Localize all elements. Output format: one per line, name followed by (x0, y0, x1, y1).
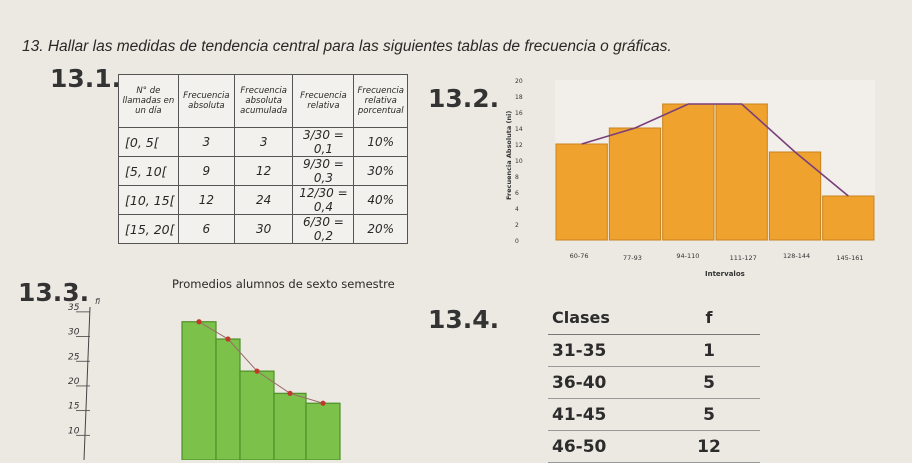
header-cell: Frecuencia absoluta acumulada (233, 74, 294, 128)
table-cell: 46-50 (548, 430, 658, 463)
table-cell: 3 (177, 127, 235, 157)
exercise-13-2-label: 13.2. (428, 84, 500, 113)
y-tick-label: 10 (515, 158, 523, 165)
x-tick-label: 128-144 (783, 252, 810, 260)
table-cell: 31-35 (548, 334, 658, 367)
header-cell: f (658, 300, 760, 335)
header-cell: Frecuencia absoluta (177, 74, 235, 128)
y-tick-label: 25 (68, 352, 80, 362)
table-cell: [10, 15[ (118, 185, 179, 215)
x-tick-label: 94-110 (676, 252, 699, 260)
polygon-point (196, 319, 202, 325)
table-cell: 20% (353, 214, 408, 244)
y-tick-label: 30 (68, 328, 80, 338)
polygon-point (254, 368, 260, 374)
table-row: 46-50 12 (548, 430, 760, 463)
table-cell: 12 (177, 185, 235, 215)
table-cell: [0, 5[ (118, 127, 179, 157)
header-cell: Frecuencia relativa (292, 74, 355, 128)
polygon-point (287, 390, 293, 396)
polygon-point (225, 336, 231, 342)
histogram-bar (715, 103, 768, 241)
y-tick-label: 6 (515, 190, 519, 197)
histogram-bar (215, 338, 241, 460)
exercise-13-3-label: 13.3. (18, 278, 90, 307)
y-tick-label: 20 (515, 78, 523, 85)
histogram-bar (768, 151, 822, 241)
table-cell: 12 (233, 156, 294, 186)
header-cell: Frecuencia relativa porcentual (353, 74, 408, 128)
table-cell: [5, 10[ (118, 156, 179, 186)
y-tick-label: 0 (515, 238, 519, 245)
x-tick-label: 111-127 (730, 254, 757, 262)
table-row: [15, 20[6 30 6/30 = 0,2 20% (118, 214, 408, 244)
chart-title: Promedios alumnos de sexto semestre (172, 277, 395, 291)
table-cell: 1 (658, 334, 760, 367)
exercise-13-1-label: 13.1. (50, 64, 122, 93)
y-tick-label: 35 (68, 303, 80, 313)
y-axis-label: fi (95, 297, 101, 306)
histogram-bar (273, 392, 307, 460)
y-tick-label: 18 (515, 94, 523, 101)
table-cell: 30 (233, 214, 294, 244)
y-tick-label: 12 (515, 142, 523, 149)
table-cell: 41-45 (548, 398, 658, 431)
table-row: 31-35 1 (548, 334, 760, 367)
table-cell: 6/30 = 0,2 (292, 214, 355, 244)
x-axis-label: Intervalos (705, 270, 745, 278)
table-cell: 30% (353, 156, 408, 186)
y-tick-label: 10 (68, 426, 80, 436)
y-axis-label: Frecuencia Absoluta (ni) (505, 111, 513, 200)
table-cell: 24 (233, 185, 294, 215)
y-tick-label: 16 (515, 110, 523, 117)
table-cell: 3/30 = 0,1 (292, 127, 355, 157)
x-tick-label: 60-76 (570, 252, 589, 260)
table-cell: [15, 20[ (118, 214, 179, 244)
table-cell: 3 (233, 127, 294, 157)
histogram-bar (822, 195, 875, 241)
table-row: 41-45 5 (548, 398, 760, 431)
header-cell: N° de llamadas en un día (118, 74, 179, 128)
table-header-row: Clases f (548, 300, 760, 335)
histogram-bar (608, 127, 662, 241)
table-cell: 40% (353, 185, 408, 215)
y-axis-line (83, 306, 91, 460)
histogram-bar (181, 321, 217, 460)
histogram-bar (305, 402, 341, 460)
table-cell: 9 (177, 156, 235, 186)
x-tick-label: 77-93 (623, 254, 642, 262)
polygon-point (320, 400, 326, 406)
frequency-polygon (581, 103, 849, 197)
y-tick-label: 20 (68, 377, 80, 387)
histogram-13-2: 0 2 4 6 8 10 12 14 16 18 20 Frecuencia Absoluta (ni… (505, 78, 875, 278)
y-tick-label: 14 (515, 126, 523, 133)
exercise-heading: 13. Hallar las medidas de tendencia cent… (22, 38, 672, 55)
y-tick-label: 8 (515, 174, 519, 181)
table-cell: 6 (177, 214, 235, 244)
histogram-bar (239, 370, 275, 460)
y-tick-label: 2 (515, 222, 519, 229)
table-header-row: N° de llamadas en un día Frecuencia abso… (118, 74, 408, 128)
table-row: [10, 15[12 24 12/30 = 0,4 40% (118, 185, 408, 215)
histogram-13-3: Promedios alumnos de sexto semestre fi 10 1… (68, 277, 395, 460)
x-tick-label: 145-161 (836, 254, 863, 262)
table-row: [5, 10[9 12 9/30 = 0,3 30% (118, 156, 408, 186)
table-cell: 12 (658, 430, 760, 463)
table-cell: 36-40 (548, 366, 658, 399)
exercise-13-4-label: 13.4. (428, 305, 500, 334)
frequency-table-13-4: Clases f 31-35 1 36-40 5 41-45 5 46-50 12 (548, 300, 760, 463)
header-cell: Clases (548, 300, 658, 335)
histogram-bar (555, 143, 608, 241)
table-cell: 12/30 = 0,4 (292, 185, 355, 215)
table-cell: 10% (353, 127, 408, 157)
frequency-table-13-1: N° de llamadas en un día Frecuencia abso… (118, 74, 408, 244)
table-cell: 5 (658, 398, 760, 431)
table-cell: 5 (658, 366, 760, 399)
table-row: 36-40 5 (548, 366, 760, 399)
histogram-bar (662, 103, 715, 241)
y-tick-label: 15 (68, 402, 80, 412)
table-cell: 9/30 = 0,3 (292, 156, 355, 186)
table-row: [0, 5[3 3 3/30 = 0,1 10% (118, 127, 408, 157)
y-tick-label: 4 (515, 206, 519, 213)
